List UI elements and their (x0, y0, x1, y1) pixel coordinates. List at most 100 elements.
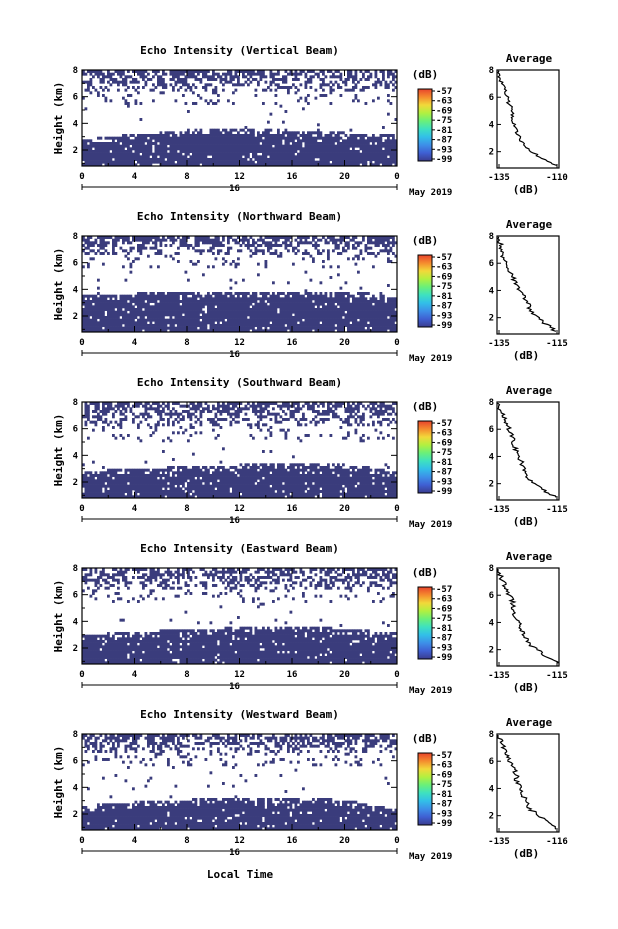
x-tick-label: 4 (132, 338, 138, 348)
colorbar-tick-label: -63 (436, 97, 452, 107)
echo-cells (82, 70, 398, 167)
date-label: May 2019 (409, 852, 452, 862)
average-profile-line (497, 735, 557, 830)
avg-x-tick-label: -110 (546, 173, 568, 183)
x-tick-label: 8 (184, 172, 189, 182)
y-tick-label: 6 (73, 757, 78, 767)
y-axis-label: Height (km) (52, 580, 65, 653)
avg-y-tick-label: 6 (489, 93, 494, 103)
x-tick-label: 8 (184, 338, 189, 348)
colorbar-tick-label: -75 (436, 780, 452, 790)
x-tick-label: 0 (79, 836, 84, 846)
colorbar-unit: (dB) (412, 400, 439, 413)
x-tick-label: 4 (132, 172, 138, 182)
echo-cells (82, 402, 398, 499)
colorbar-tick-label: -75 (436, 448, 452, 458)
colorbar-tick-label: -69 (436, 604, 452, 614)
y-tick-label: 4 (73, 783, 79, 793)
avg-y-tick-label: 2 (489, 812, 494, 822)
avg-x-axis-label: (dB) (513, 515, 540, 528)
y-tick-label: 2 (73, 478, 78, 488)
colorbar-tick-label: -81 (436, 126, 452, 136)
x-tick-label: 0 (394, 670, 399, 680)
avg-y-tick-label: 8 (489, 232, 494, 242)
avg-x-axis-label: (dB) (513, 349, 540, 362)
avg-x-tick-label: -115 (546, 339, 568, 349)
date-label: May 2019 (409, 686, 452, 696)
colorbar-tick-label: -87 (436, 634, 452, 644)
x-axis-label: Local Time (207, 868, 274, 881)
panel-title: Echo Intensity (Vertical Beam) (140, 44, 339, 57)
avg-y-tick-label: 8 (489, 730, 494, 740)
panel-3: Echo Intensity (Eastward Beam) 2 4 6 8 Height… (52, 542, 568, 696)
y-tick-label: 6 (73, 93, 78, 103)
date-day-label: 16 (229, 848, 240, 858)
avg-y-tick-label: 2 (489, 480, 494, 490)
x-tick-label: 0 (394, 836, 399, 846)
avg-y-tick-label: 6 (489, 591, 494, 601)
colorbar-tick-label: -69 (436, 770, 452, 780)
y-tick-label: 2 (73, 146, 78, 156)
x-tick-label: 0 (394, 504, 399, 514)
colorbar-tick-label: -99 (436, 487, 452, 497)
panel-4: Echo Intensity (Westward Beam) 2 4 6 8 Height… (52, 708, 568, 862)
x-tick-label: 16 (287, 670, 298, 680)
avg-y-tick-label: 4 (489, 618, 495, 628)
colorbar-tick-label: -63 (436, 263, 452, 273)
x-tick-label: 12 (234, 172, 245, 182)
date-day-label: 16 (229, 516, 240, 526)
y-tick-label: 4 (73, 119, 79, 129)
avg-y-tick-label: 2 (489, 314, 494, 324)
x-tick-label: 8 (184, 504, 189, 514)
avg-y-tick-label: 2 (489, 646, 494, 656)
x-tick-label: 12 (234, 836, 245, 846)
x-tick-label: 0 (79, 504, 84, 514)
x-tick-label: 20 (339, 504, 350, 514)
colorbar (417, 88, 433, 162)
colorbar-tick-label: -93 (436, 477, 452, 487)
colorbar-unit: (dB) (412, 732, 439, 745)
avg-x-tick-label: -135 (488, 339, 510, 349)
y-tick-label: 2 (73, 312, 78, 322)
y-tick-label: 8 (73, 66, 78, 76)
colorbar-tick-label: -99 (436, 321, 452, 331)
x-tick-label: 20 (339, 172, 350, 182)
x-tick-label: 0 (79, 338, 84, 348)
average-title: Average (506, 52, 553, 65)
colorbar-tick-label: -57 (436, 87, 452, 97)
panel-title: Echo Intensity (Westward Beam) (140, 708, 339, 721)
panel-title: Echo Intensity (Eastward Beam) (140, 542, 339, 555)
avg-x-tick-label: -135 (488, 173, 510, 183)
colorbar-tick-label: -99 (436, 155, 452, 165)
colorbar-tick-label: -93 (436, 311, 452, 321)
colorbar-tick-label: -75 (436, 116, 452, 126)
colorbar-tick-label: -81 (436, 292, 452, 302)
avg-x-axis-label: (dB) (513, 681, 540, 694)
colorbar-unit: (dB) (412, 234, 439, 247)
y-tick-label: 6 (73, 425, 78, 435)
avg-y-tick-label: 6 (489, 425, 494, 435)
avg-x-tick-label: -115 (546, 505, 568, 515)
average-profile-line (497, 236, 557, 332)
average-title: Average (506, 218, 553, 231)
x-tick-label: 16 (287, 504, 298, 514)
average-profile-line (496, 569, 559, 664)
average-frame (496, 733, 560, 833)
colorbar-tick-label: -87 (436, 800, 452, 810)
date-day-label: 16 (229, 350, 240, 360)
colorbar-tick-label: -69 (436, 272, 452, 282)
colorbar-tick-label: -87 (436, 468, 452, 478)
avg-y-tick-label: 8 (489, 398, 494, 408)
avg-x-tick-label: -135 (488, 837, 510, 847)
avg-y-tick-label: 6 (489, 259, 494, 269)
date-label: May 2019 (409, 188, 452, 198)
colorbar-tick-label: -99 (436, 819, 452, 829)
panel-0: Echo Intensity (Vertical Beam) 2 4 6 8 Height… (52, 44, 568, 198)
colorbar (417, 752, 433, 826)
y-tick-label: 2 (73, 810, 78, 820)
average-frame (496, 69, 560, 169)
avg-x-axis-label: (dB) (513, 847, 540, 860)
y-axis-label: Height (km) (52, 82, 65, 155)
avg-y-tick-label: 4 (489, 784, 495, 794)
